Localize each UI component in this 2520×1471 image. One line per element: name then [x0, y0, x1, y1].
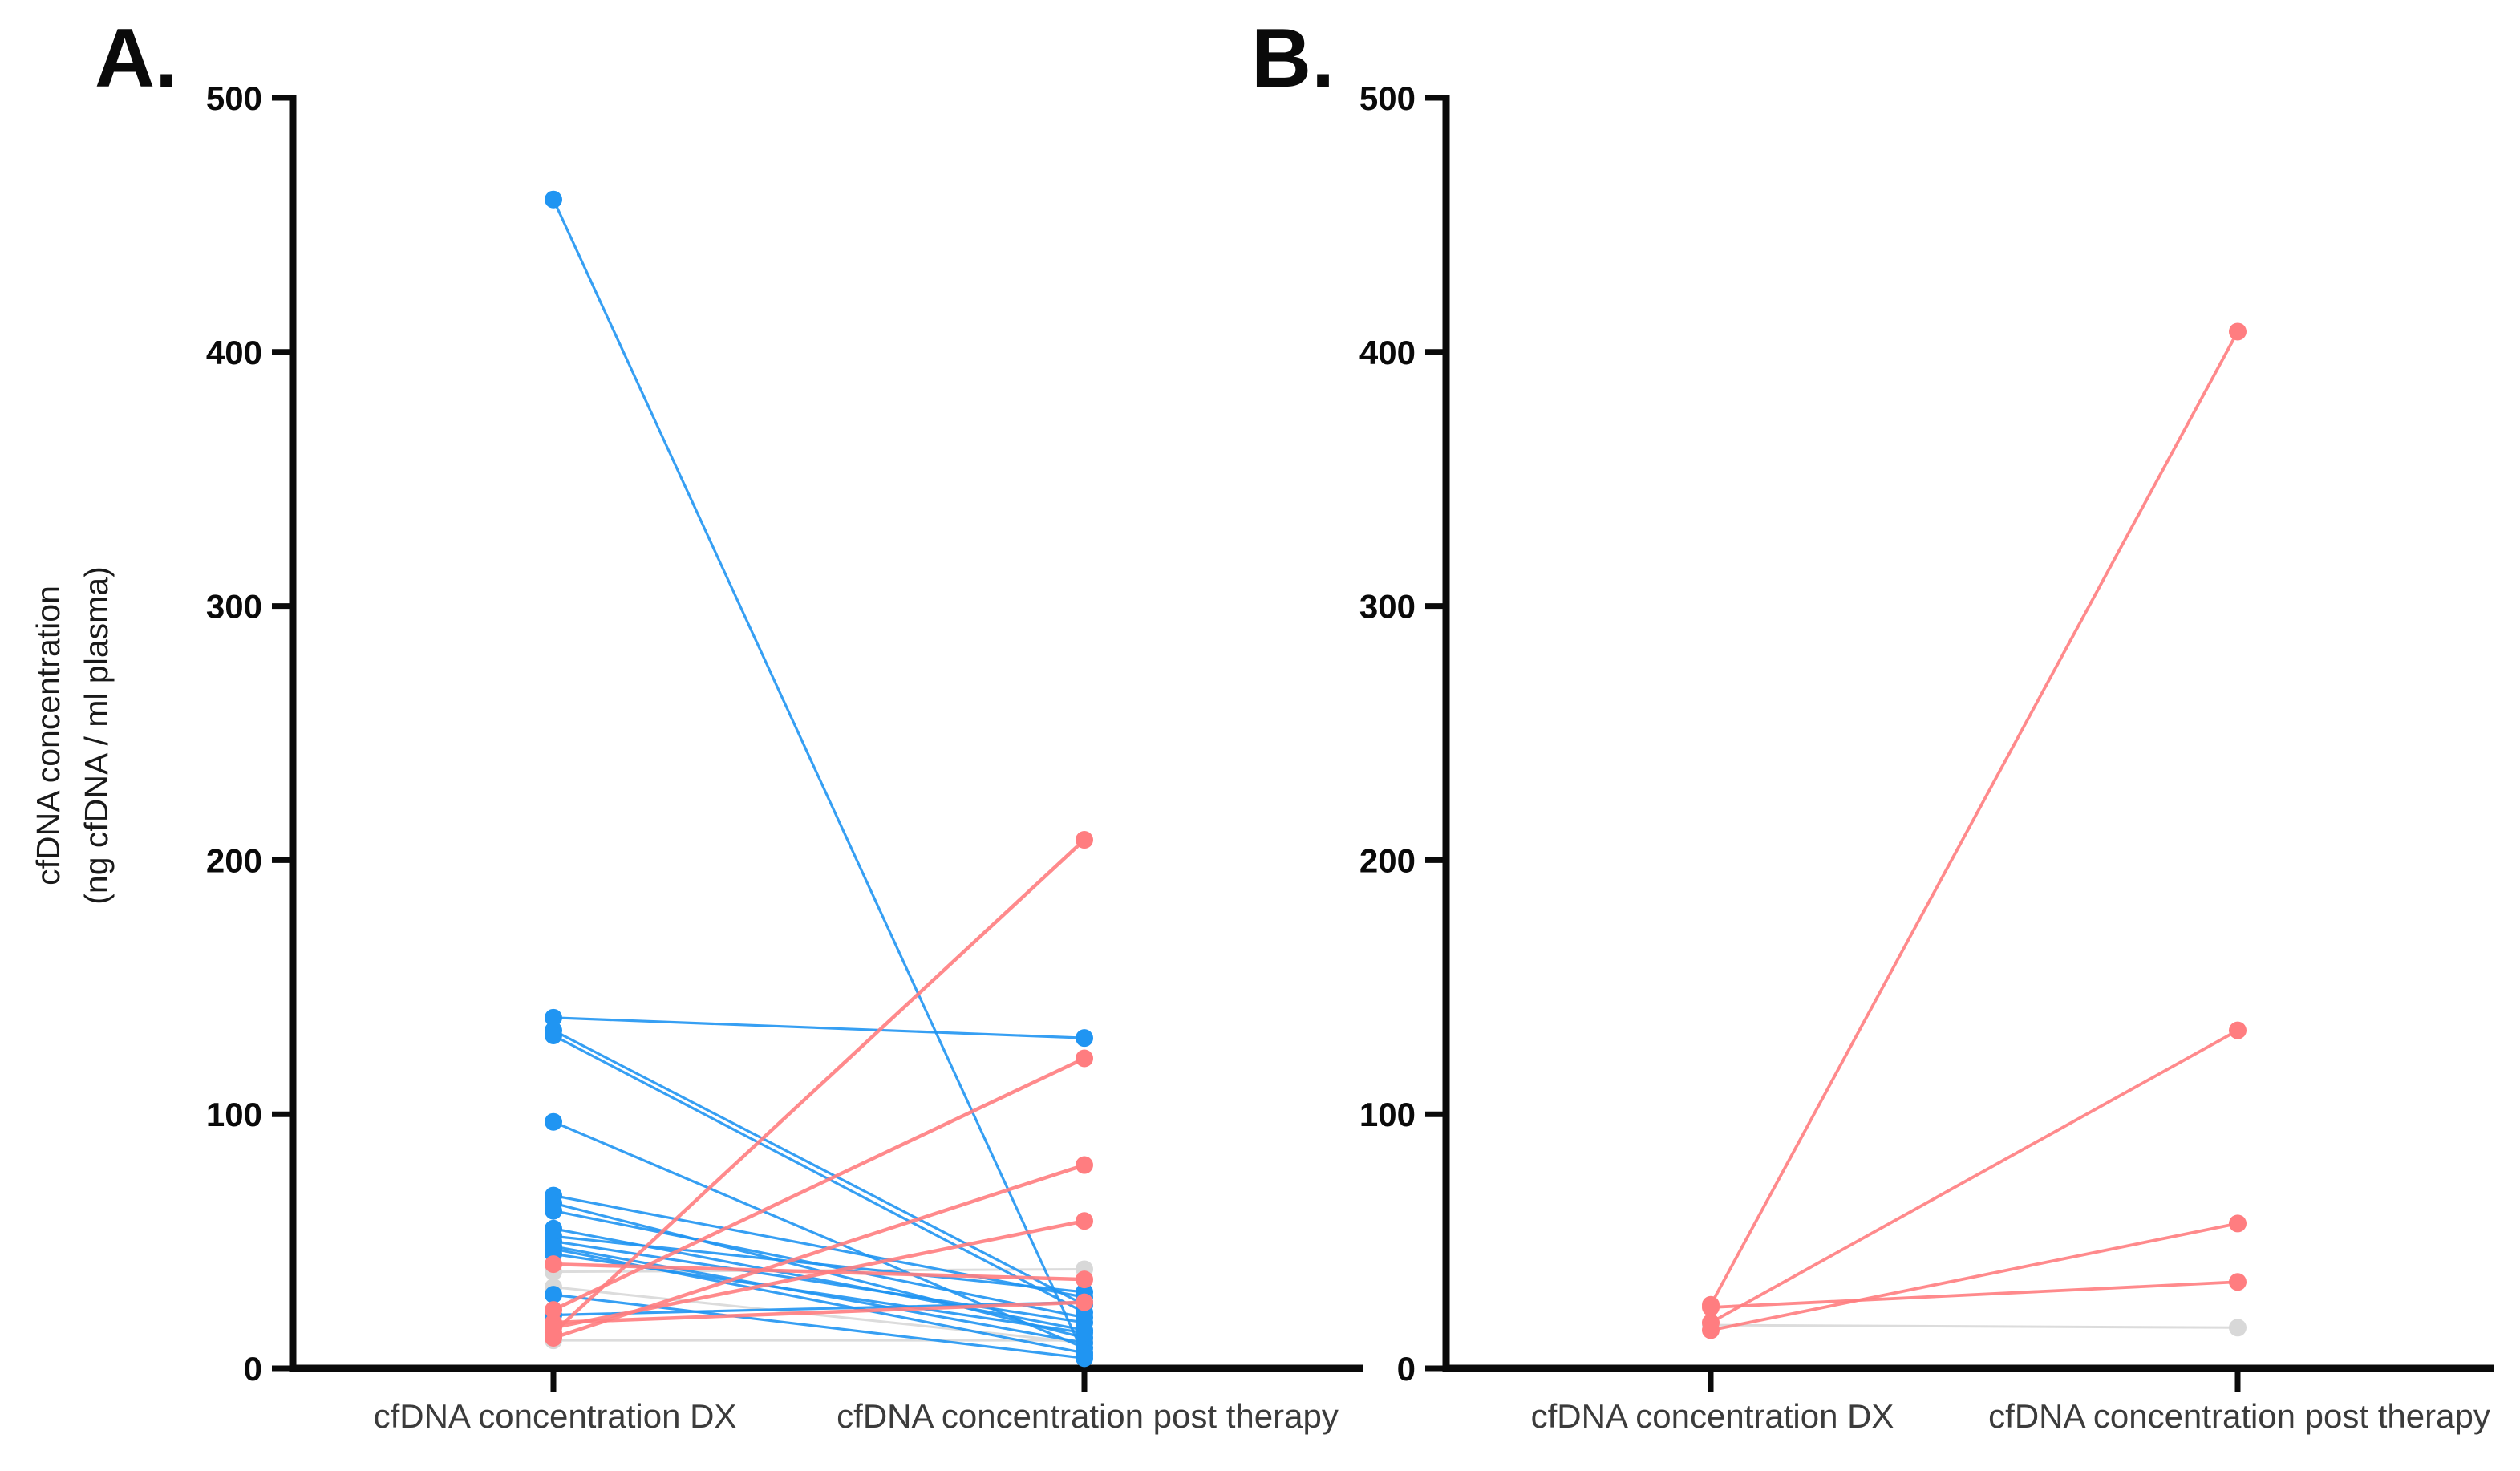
decrease-blue-point-dx: [545, 1026, 562, 1044]
increase-red-line: [1709, 1028, 2239, 1324]
y-tick-label: 400: [1359, 334, 1416, 371]
increase-red-point-post: [2229, 322, 2247, 341]
y-tick-label: 400: [206, 334, 262, 371]
increase-red-line: [551, 837, 1087, 1335]
increase-red-line: [551, 1056, 1087, 1312]
stable-grey-line: [1709, 1323, 2239, 1329]
increase-red-line: [551, 1163, 1087, 1340]
increase-red-point-dx: [1702, 1298, 1720, 1316]
y-tick-label: 500: [206, 79, 262, 117]
y-tick-label: 300: [1359, 588, 1416, 626]
decrease-blue-line: [552, 1234, 1086, 1294]
y-tick-label: 0: [1397, 1350, 1416, 1388]
y-axis-title: cfDNA concentration (ng cfDNA / ml plasm…: [24, 455, 124, 1016]
panel-b-label: B.: [1251, 12, 1335, 105]
decrease-blue-point-dx: [545, 1112, 562, 1131]
decrease-blue-point-dx: [545, 1286, 562, 1304]
increase-red-line: [1709, 1280, 2239, 1309]
decrease-blue-line: [552, 1193, 1086, 1299]
decrease-blue-point-post: [1076, 1029, 1093, 1048]
y-axis-title-line2: (ng cfDNA / ml plasma): [78, 566, 115, 905]
increase-red-point-post: [1076, 831, 1093, 849]
decrease-blue-point-dx: [545, 190, 562, 209]
y-tick-label: 0: [244, 1350, 262, 1388]
increase-red-point-post: [2229, 1273, 2247, 1291]
decrease-blue-point-dx: [545, 1202, 562, 1220]
panel-b-category-dx: cfDNA concentration DX: [1530, 1397, 1894, 1435]
increase-red-point-post: [1076, 1156, 1093, 1174]
decrease-blue-point-dx: [545, 1008, 562, 1027]
increase-red-point-post: [1076, 1293, 1093, 1311]
increase-red-point-dx: [545, 1328, 562, 1347]
panel-b-category-post-therapy: cfDNA concentration post therapy: [1988, 1397, 2490, 1435]
decrease-blue-line: [552, 198, 1086, 1357]
y-tick-label: 200: [1359, 841, 1416, 879]
increase-red-point-post: [1076, 1270, 1093, 1289]
decrease-blue-line: [552, 1016, 1086, 1039]
increase-red-line: [551, 1300, 1087, 1325]
y-tick-label: 100: [1359, 1096, 1416, 1133]
increase-red-point-dx: [1702, 1321, 1720, 1339]
decrease-blue-point-post: [1076, 1349, 1093, 1368]
increase-red-point-post: [1076, 1212, 1093, 1230]
stable-grey-line: [552, 1286, 1086, 1344]
y-tick-label: 100: [206, 1096, 262, 1133]
panel-a-category-post-therapy: cfDNA concentration post therapy: [837, 1397, 1339, 1435]
y-tick-label: 500: [1359, 79, 1416, 117]
increase-red-point-dx: [545, 1255, 562, 1274]
increase-red-point-dx: [545, 1301, 562, 1319]
decrease-blue-line: [552, 1293, 1086, 1360]
increase-red-line: [1709, 1222, 2239, 1332]
increase-red-line: [1709, 330, 2239, 1307]
decrease-blue-line: [552, 1034, 1086, 1314]
decrease-blue-point-post: [1076, 1323, 1093, 1342]
panel-b-plot: 0 100 200 300 400 500: [1359, 79, 2494, 1392]
y-axis-title-line1: cfDNA concentration: [30, 586, 67, 885]
stable-grey-point-post: [2229, 1319, 2247, 1337]
decrease-blue-line: [552, 1239, 1086, 1324]
panel-a-category-dx: cfDNA concentration DX: [373, 1397, 737, 1435]
y-tick-label: 300: [206, 588, 262, 626]
increase-red-point-post: [2229, 1214, 2247, 1233]
panel-a-plot: 0 100 200 300 400 500: [206, 79, 1363, 1392]
increase-red-point-post: [2229, 1021, 2247, 1039]
panel-a-label: A.: [95, 12, 178, 105]
increase-red-point-post: [1076, 1049, 1093, 1068]
decrease-blue-line: [552, 1029, 1086, 1307]
y-tick-label: 200: [206, 841, 262, 879]
